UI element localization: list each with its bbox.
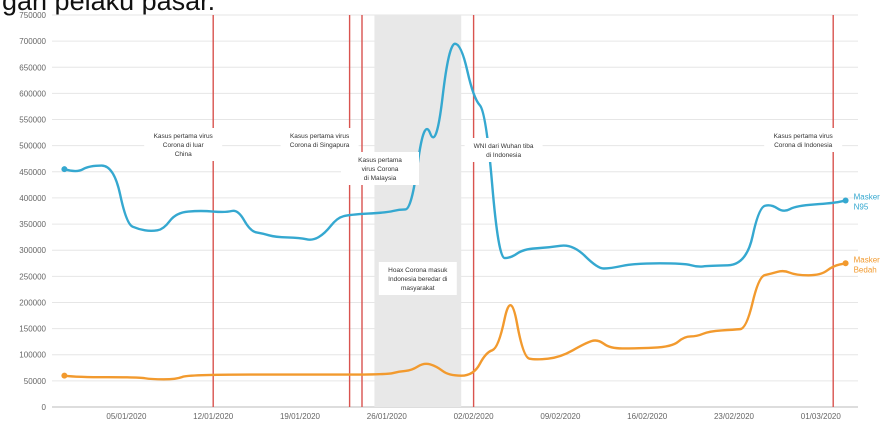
x-tick-label: 23/02/2020 xyxy=(714,412,755,421)
annotations: Kasus pertama virus Corona di luar China Ka… xyxy=(144,128,843,295)
series-end-point xyxy=(842,260,849,267)
series-label: Masker N95 xyxy=(854,193,881,212)
y-tick-labels: 0 50000 100000 150000 200000 250000 300000 3500… xyxy=(19,11,46,412)
y-tick-label: 700000 xyxy=(19,37,46,46)
event-annotation-box xyxy=(464,138,543,162)
x-tick-label: 26/01/2020 xyxy=(367,412,408,421)
y-tick-label: 650000 xyxy=(19,63,46,72)
y-tick-label: 750000 xyxy=(19,11,46,20)
series-start-point xyxy=(61,166,68,173)
event-annotation: Kasus pertama virus Corona di Singapura xyxy=(290,133,350,149)
y-tick-label: 250000 xyxy=(19,272,46,281)
series-start-point xyxy=(61,372,68,379)
series-line xyxy=(64,262,846,381)
y-tick-label: 150000 xyxy=(19,325,46,334)
series-line xyxy=(64,42,846,270)
event-annotation: Kasus pertama virus Corona di Indonesia xyxy=(774,133,834,149)
event-annotation-box xyxy=(144,128,223,161)
y-tick-label: 350000 xyxy=(19,220,46,229)
event-annotation: WNI dari Wuhan tiba di Indonesia xyxy=(474,143,534,159)
shaded-annotation-box xyxy=(378,262,457,295)
series-label: Masker Bedah xyxy=(854,255,881,274)
y-tick-label: 450000 xyxy=(19,168,46,177)
event-annotation: Kasus pertama virus Corona di Malaysia xyxy=(358,157,402,182)
x-tick-label: 16/02/2020 xyxy=(627,412,668,421)
event-annotation-box xyxy=(280,128,359,152)
x-tick-label: 02/02/2020 xyxy=(454,412,495,421)
caption-text: gan pelaku pasar. xyxy=(2,0,216,16)
x-tick-label: 01/03/2020 xyxy=(801,412,842,421)
x-tick-label: 12/01/2020 xyxy=(193,412,234,421)
y-tick-label: 550000 xyxy=(19,116,46,125)
y-tick-label: 200000 xyxy=(19,298,46,307)
x-tick-label: 19/01/2020 xyxy=(280,412,321,421)
x-tick-label: 05/01/2020 xyxy=(106,412,147,421)
series-lines xyxy=(61,42,849,381)
y-tick-label: 600000 xyxy=(19,89,46,98)
y-tick-label: 50000 xyxy=(24,377,47,386)
event-annotation-box xyxy=(341,152,419,185)
series-end-point xyxy=(842,197,849,204)
event-annotation-box xyxy=(764,128,843,152)
y-tick-label: 100000 xyxy=(19,351,46,360)
y-tick-label: 500000 xyxy=(19,142,46,151)
y-tick-label: 0 xyxy=(42,403,47,412)
y-tick-label: 300000 xyxy=(19,246,46,255)
shaded-annotation: Hoax Corona masuk Indonesia beredar di mas… xyxy=(388,267,448,292)
series-labels: Masker N95 Masker Bedah xyxy=(854,193,881,275)
x-tick-labels: 05/01/2020 12/01/2020 19/01/2020 26/01/2020… xyxy=(106,412,841,421)
event-annotation: Kasus pertama virus Corona di luar China xyxy=(154,133,214,158)
x-tick-label: 09/02/2020 xyxy=(540,412,581,421)
y-tick-label: 400000 xyxy=(19,194,46,203)
